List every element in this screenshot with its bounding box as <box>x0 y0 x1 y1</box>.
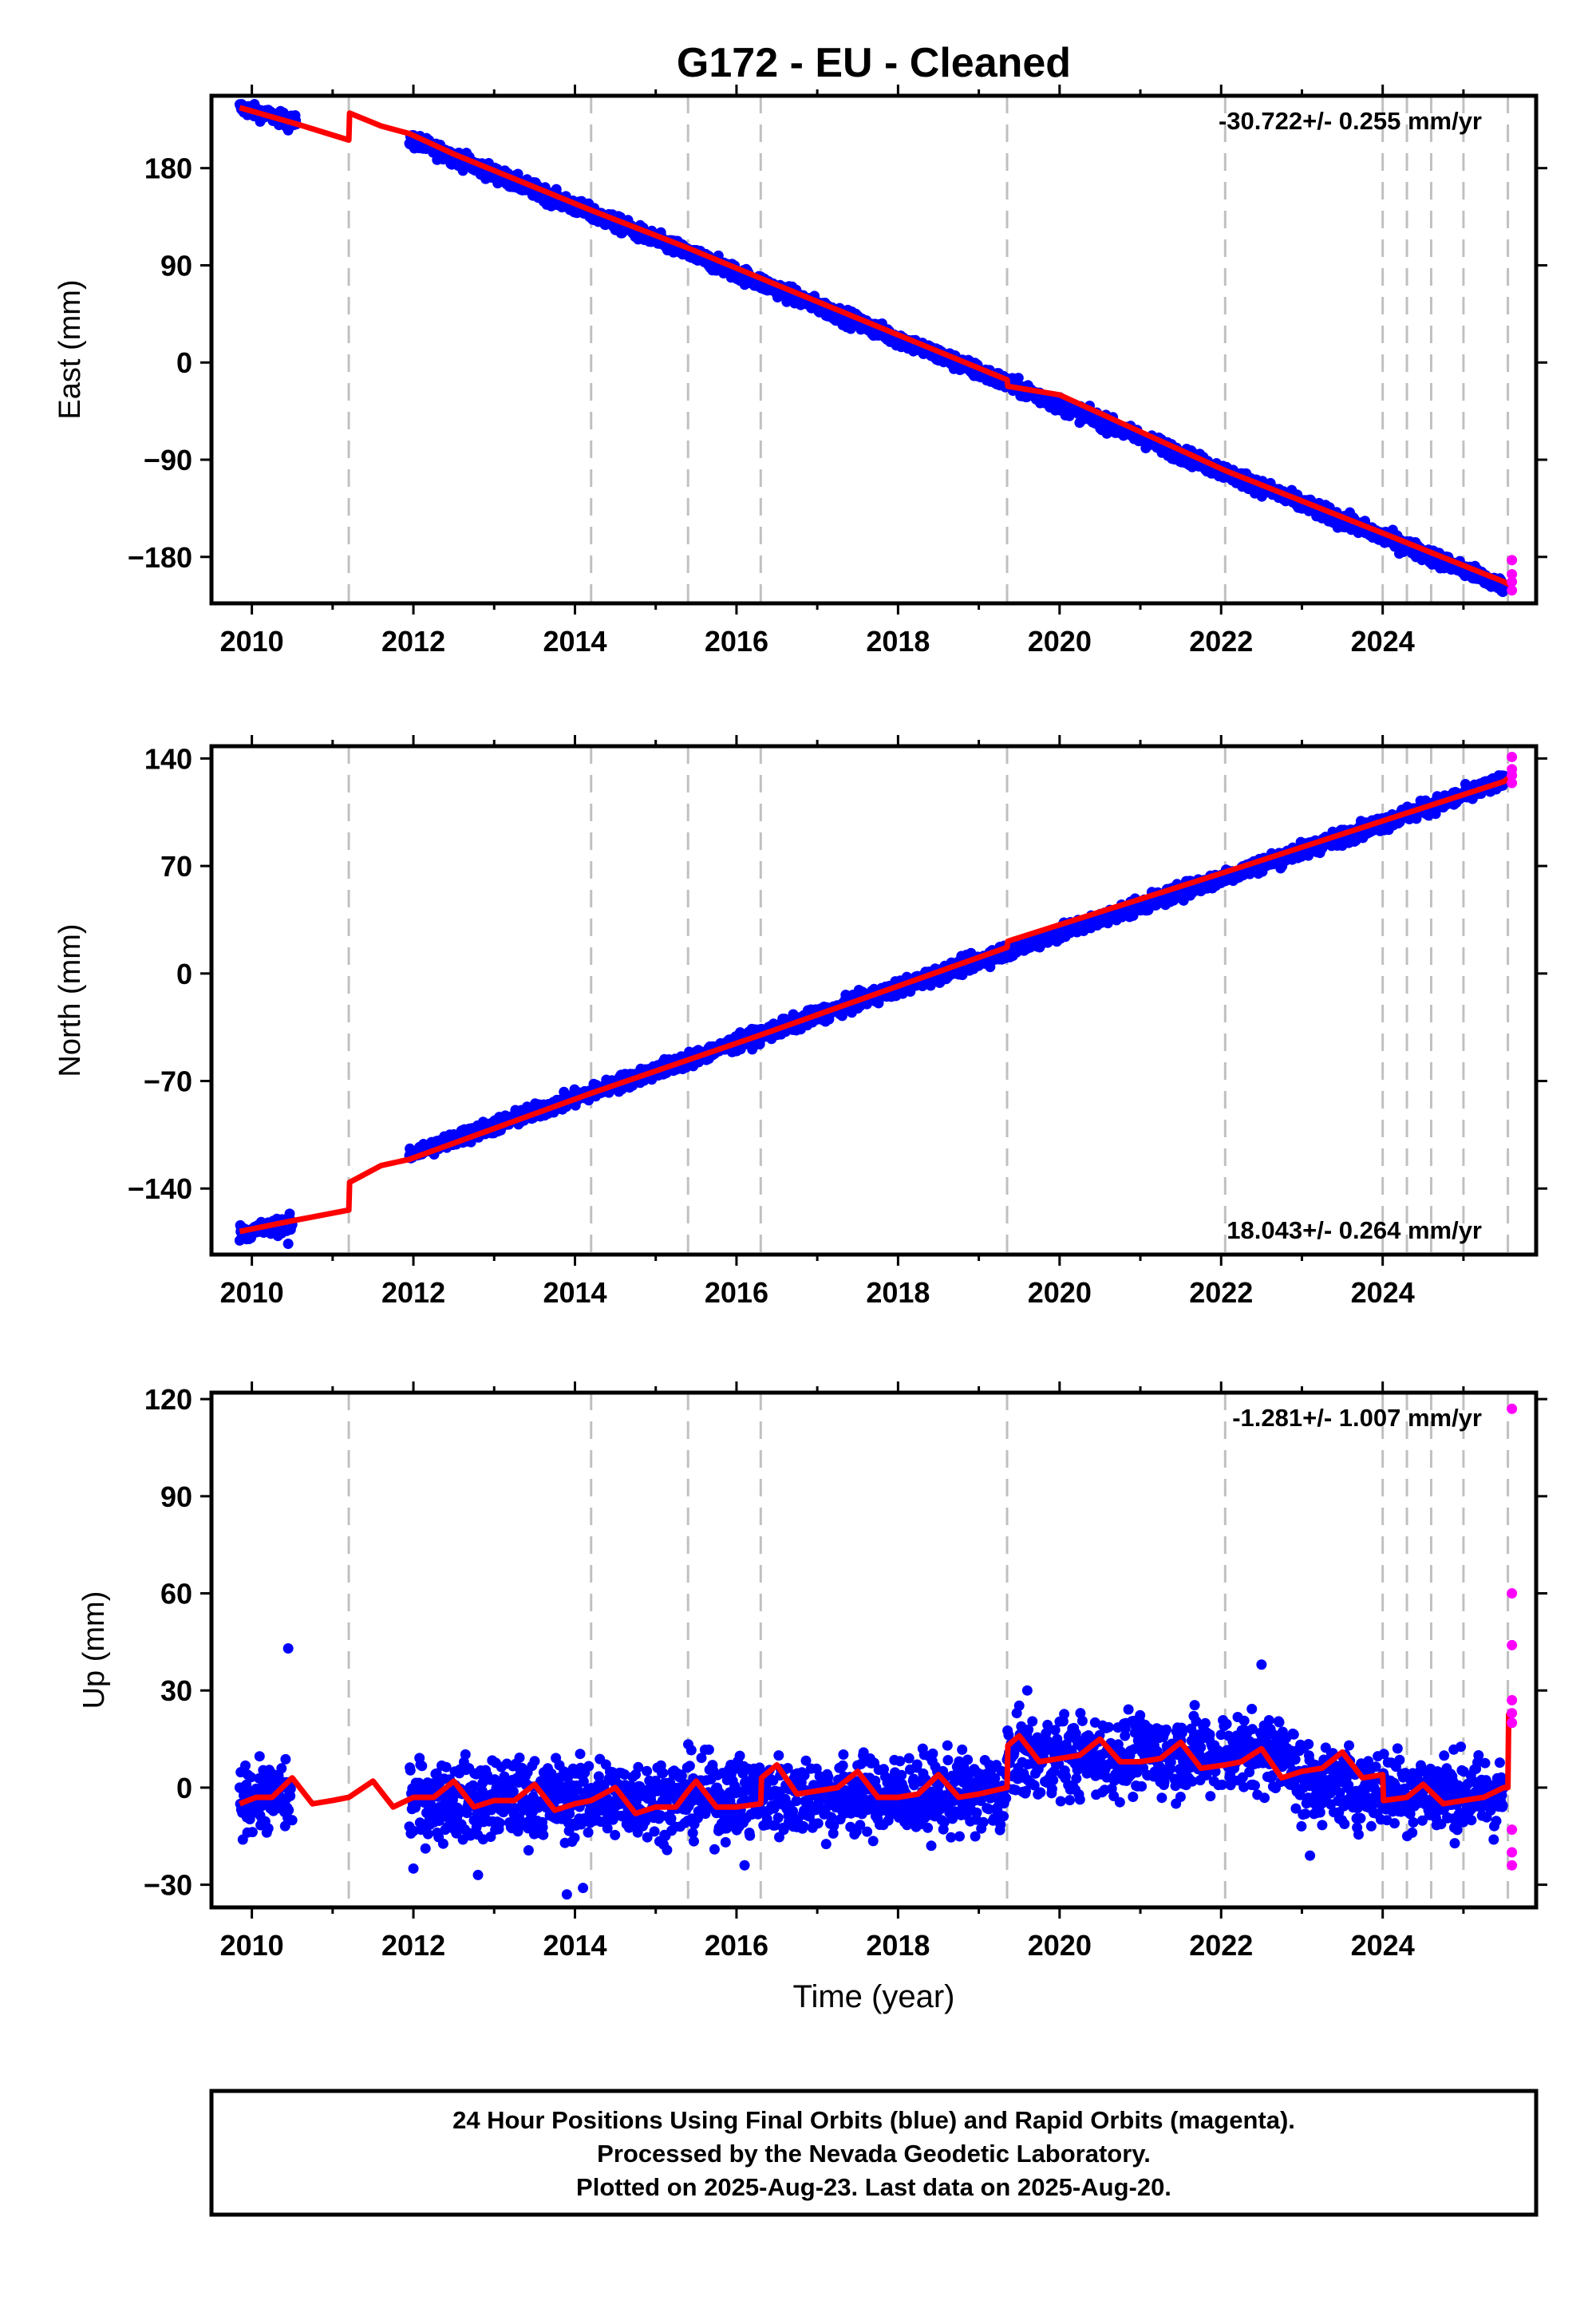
x-tick-label: 2024 <box>1351 625 1415 658</box>
final-orbit-point <box>417 1761 428 1772</box>
rapid-orbit-point <box>1507 585 1518 596</box>
x-tick-label: 2010 <box>220 1276 284 1309</box>
x-tick-label: 2012 <box>381 1276 445 1309</box>
final-orbit-outlier <box>282 1239 294 1250</box>
x-tick-label: 2012 <box>381 625 445 658</box>
y-tick-label: 140 <box>144 742 192 775</box>
x-tick-label: 2022 <box>1189 625 1253 658</box>
final-orbit-outlier <box>282 124 294 136</box>
x-tick-label: 2016 <box>705 1276 768 1309</box>
final-orbit-point <box>460 1749 471 1760</box>
y-tick-label: −140 <box>128 1172 192 1205</box>
rapid-orbit-point <box>1507 777 1518 788</box>
y-tick-label: 90 <box>160 249 192 282</box>
rapid-orbit-point <box>1507 751 1518 762</box>
x-tick-label: 2016 <box>705 625 768 658</box>
y-tick-label: 70 <box>160 850 192 883</box>
final-orbit-point <box>422 1828 433 1840</box>
north-y-tick-labels: −140 −70 0 70 140 <box>128 742 192 1205</box>
x-tick-label: 2014 <box>543 625 606 658</box>
x-tick-label: 2022 <box>1189 1276 1253 1309</box>
final-orbit-point <box>247 1827 258 1838</box>
north-event-lines <box>347 746 1510 1255</box>
y-tick-label: −70 <box>144 1065 192 1098</box>
north-rapid-orbit-points <box>1507 751 1518 788</box>
north-x-tick-labels: 2010 2012 2014 2016 2018 2020 2022 2024 <box>220 1276 1415 1309</box>
final-orbit-point <box>280 1753 291 1765</box>
x-tick-label: 2020 <box>1028 625 1092 658</box>
x-tick-label: 2018 <box>866 625 930 658</box>
x-tick-label: 2018 <box>866 1276 930 1309</box>
final-orbit-point <box>283 1804 294 1816</box>
final-orbit-point <box>420 1843 431 1854</box>
y-tick-label: 180 <box>144 152 192 185</box>
final-orbit-point <box>254 1751 265 1762</box>
final-orbit-point <box>240 1760 251 1771</box>
east-rapid-orbit-points <box>1507 555 1518 596</box>
east-y-tick-labels: −180 −90 0 90 180 <box>128 152 192 574</box>
east-tick-marks <box>200 85 1547 615</box>
x-tick-label: 2010 <box>220 625 284 658</box>
x-tick-label: 2020 <box>1028 1276 1092 1309</box>
y-tick-label: 0 <box>176 958 192 990</box>
y-tick-label: −180 <box>128 541 192 574</box>
north-y-axis-label: North (mm) <box>53 923 87 1077</box>
final-orbit-point <box>437 1838 448 1849</box>
final-orbit-point <box>405 1765 416 1776</box>
y-tick-label: 0 <box>176 346 192 379</box>
north-rate-label: 18.043+/- 0.264 mm/yr <box>1227 1216 1482 1244</box>
rapid-orbit-point <box>1507 555 1518 566</box>
final-orbit-point <box>263 1823 274 1834</box>
east-rate-label: -30.722+/- 0.255 mm/yr <box>1219 107 1482 135</box>
x-tick-label: 2014 <box>543 1276 606 1309</box>
figure-title: G172 - EU - Cleaned <box>677 40 1071 86</box>
east-final-orbit-points <box>234 99 1509 598</box>
east-y-axis-label: East (mm) <box>53 279 87 419</box>
y-tick-label: −90 <box>144 444 192 476</box>
x-tick-label: 2024 <box>1351 1276 1415 1309</box>
east-x-tick-labels: 2010 2012 2014 2016 2018 2020 2022 2024 <box>220 625 1415 658</box>
final-orbit-point <box>276 1763 287 1774</box>
final-orbit-point <box>286 1815 298 1826</box>
